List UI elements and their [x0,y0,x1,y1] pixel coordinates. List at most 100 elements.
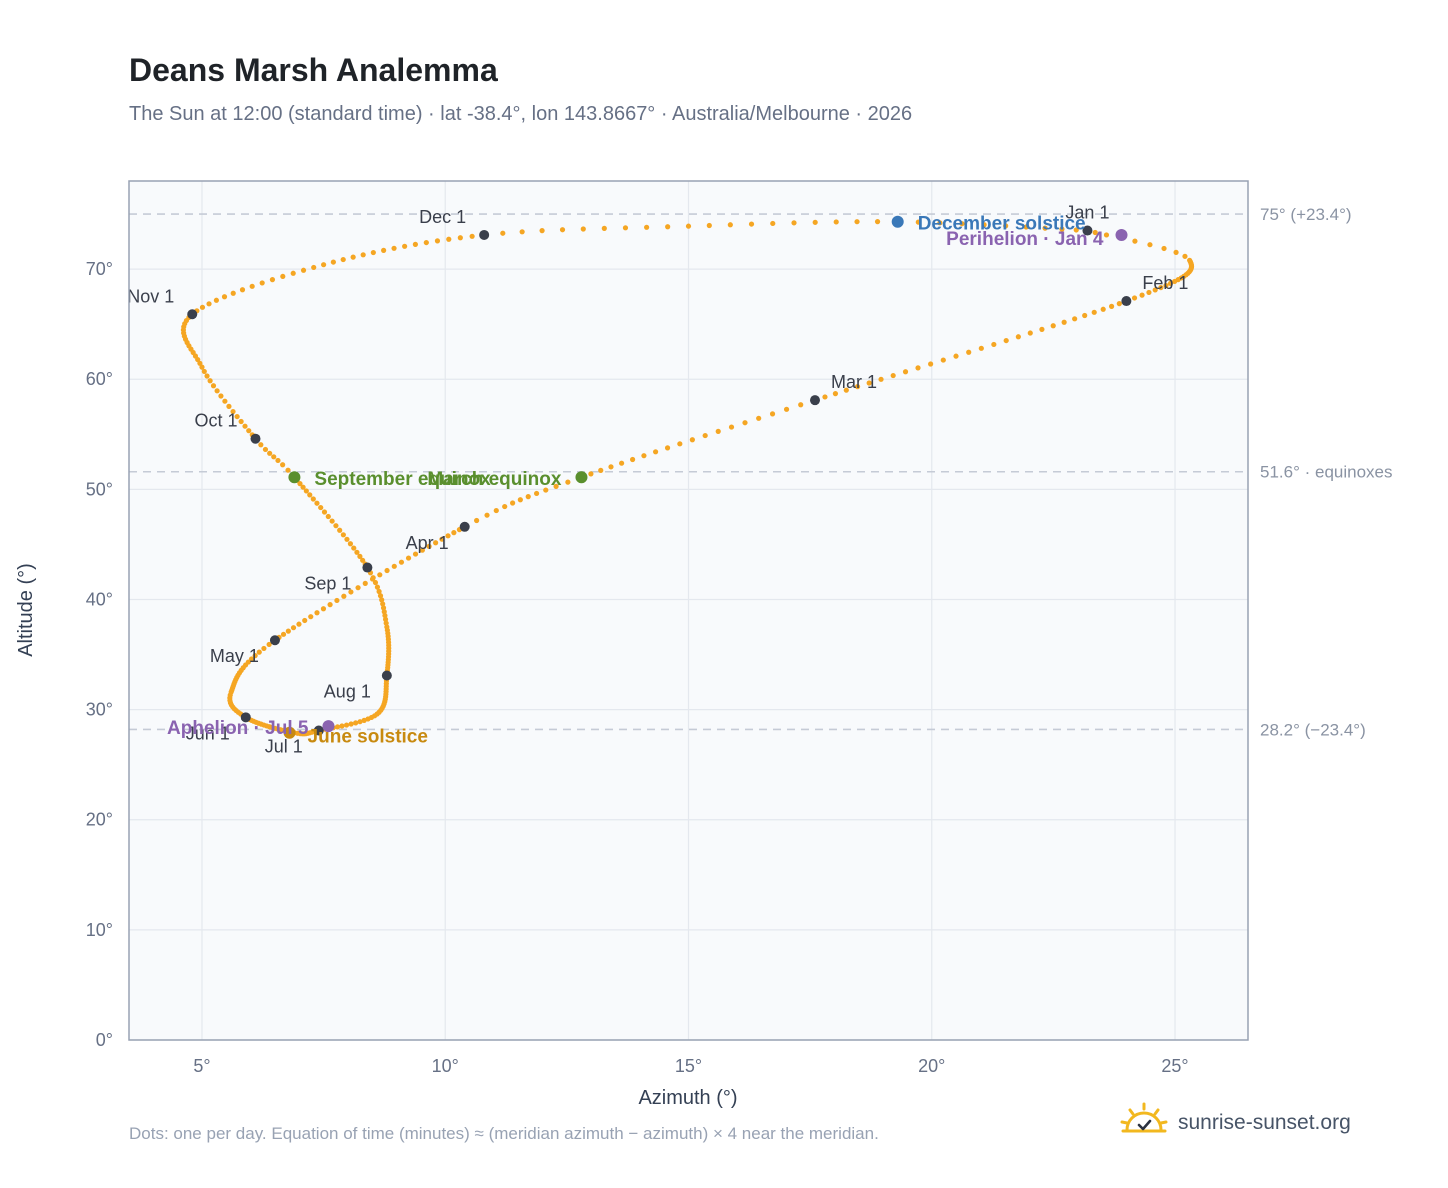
daily-dot [311,264,317,271]
y-tick-label: 30° [86,700,113,720]
daily-dot [445,533,451,539]
daily-dot [357,719,363,725]
daily-dot [981,222,987,228]
month-label: Jul 1 [265,737,303,757]
daily-dot [423,239,429,246]
daily-dot [246,428,252,434]
x-tick-label: 25° [1161,1056,1188,1076]
daily-dot [915,219,921,225]
daily-dot [843,387,849,393]
daily-dot [1116,301,1122,307]
daily-dot [991,341,997,348]
month-label: Jun 1 [186,723,230,743]
month-marker [250,433,261,444]
daily-dot [330,259,336,265]
event-label: June solstice [308,727,428,748]
daily-dot [619,460,625,466]
daily-dot [340,532,346,538]
daily-dot [318,504,324,511]
daily-dot [677,441,683,447]
daily-dot [706,222,712,229]
daily-dot [355,585,361,591]
month-label: Mar 1 [831,372,877,392]
daily-dot [469,233,475,239]
daily-dot [249,283,255,289]
month-marker [240,712,251,723]
daily-dot [381,609,387,615]
daily-dot [412,551,419,557]
month-label: Jan 1 [1065,203,1109,223]
month-label: Oct 1 [194,411,237,431]
daily-dot [769,411,776,417]
month-label: Feb 1 [1142,273,1188,293]
daily-dot [1131,295,1138,301]
daily-dot [314,610,320,616]
daily-dot [360,252,366,258]
daily-dot [321,509,328,515]
daily-dot [310,496,316,502]
daily-dot [391,563,397,569]
y-tick-label: 10° [86,920,113,940]
daily-dot [347,541,354,547]
reference-line-label: 28.2° (−23.4°) [1260,720,1366,739]
daily-dot [350,254,356,260]
daily-dot [742,420,748,426]
daily-dot [446,236,452,242]
daily-dot [1091,309,1097,315]
daily-dot [689,437,695,443]
x-tick-label: 5° [193,1056,210,1076]
daily-dot [525,494,531,500]
daily-dot [966,349,972,355]
daily-dot [832,391,839,397]
month-marker [459,521,470,532]
daily-dot [307,492,313,498]
daily-dot [1003,337,1009,344]
daily-dot [290,625,297,631]
daily-dot [854,384,861,390]
daily-dot [665,224,671,230]
daily-dot [1092,229,1098,236]
daily-dot [238,418,244,425]
daily-dot [259,280,265,286]
daily-dot [384,567,390,574]
daily-dot [214,388,220,394]
daily-dot [267,450,273,456]
month-marker [1121,296,1132,307]
daily-dot [290,270,296,276]
month-label: Aug 1 [324,681,371,701]
daily-dot [484,512,490,518]
daily-dot [348,721,354,727]
brand[interactable]: sunrise-sunset.org [1118,1100,1351,1146]
month-marker [1082,225,1093,236]
daily-dot [533,490,540,497]
daily-dot [798,402,804,408]
daily-dot [770,220,776,227]
daily-dot [748,221,755,227]
daily-dot [959,221,965,227]
daily-dot [588,471,594,477]
daily-dot [644,224,650,230]
daily-dot [1100,306,1106,312]
daily-dot [502,503,508,510]
daily-dot [652,449,659,455]
daily-dot [500,230,506,236]
month-label: Dec 1 [419,207,466,227]
daily-dot [285,628,291,634]
daily-dot [1039,326,1045,332]
daily-dot [539,228,545,234]
daily-dot [559,227,566,233]
daily-dot [629,456,636,463]
daily-dot [1182,253,1188,259]
daily-dot [1132,238,1138,244]
y-tick-label: 70° [86,259,113,279]
y-tick-label: 40° [86,589,113,609]
daily-dot [398,559,405,565]
daily-dot [340,256,346,263]
daily-dot [1167,280,1174,286]
axes: 5° 10° 15° 20° 25° 0° 10° 20° 30° 40° 50° 60° 70° [86,259,1189,1076]
daily-dot [553,483,559,489]
daily-dot [199,304,206,310]
month-label: Sep 1 [304,574,351,594]
event-marker [575,471,588,484]
daily-dot [833,219,839,225]
